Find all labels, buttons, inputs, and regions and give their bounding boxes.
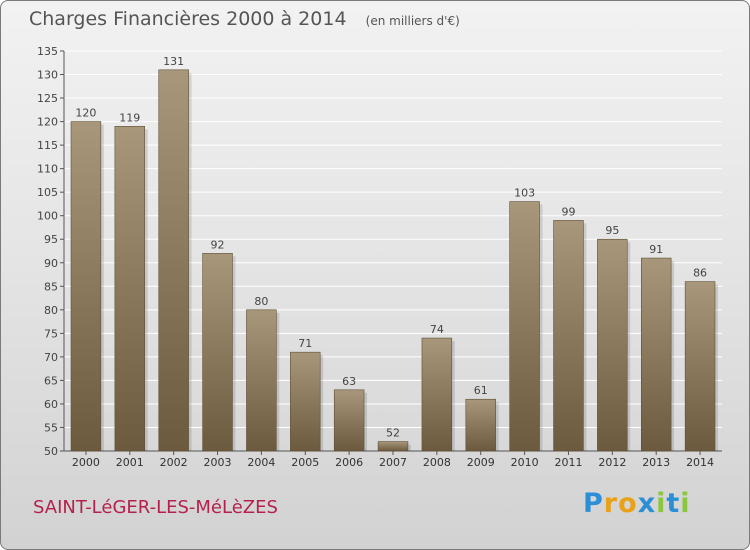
bar (684, 281, 716, 452)
y-tick-label: 120 (37, 116, 58, 129)
commune-name: SAINT-LéGER-LES-MéLèZES (33, 497, 278, 518)
y-tick-label: 105 (37, 186, 58, 199)
x-tick-label: 2012 (598, 456, 626, 469)
y-tick-label: 130 (37, 69, 58, 82)
bar (70, 121, 102, 452)
logo-letter: i (680, 488, 691, 519)
y-tick-label: 100 (37, 210, 58, 223)
x-tick-label: 2014 (686, 456, 714, 469)
data-label: 61 (474, 384, 488, 397)
data-label: 99 (561, 205, 575, 218)
bar (290, 351, 321, 452)
chart-title: Charges Financières 2000 à 2014 (29, 8, 347, 30)
x-tick-label: 2006 (335, 456, 363, 469)
x-tick-label: 2009 (467, 456, 495, 469)
bar (246, 309, 277, 452)
logo-letter: i (656, 488, 667, 519)
x-tick-label: 2010 (511, 456, 539, 469)
bar (421, 337, 453, 452)
x-tick-label: 2005 (291, 456, 319, 469)
data-label: 103 (514, 187, 535, 200)
data-label: 71 (298, 337, 312, 350)
data-label: 91 (649, 243, 663, 256)
logo-letter: P (583, 488, 604, 519)
y-tick-label: 75 (44, 327, 58, 340)
proxiti-logo[interactable]: Proxiti (583, 488, 691, 519)
bar (509, 201, 540, 452)
x-tick-label: 2000 (72, 456, 100, 469)
y-tick-label: 50 (44, 445, 58, 458)
bars (70, 69, 718, 452)
data-label: 52 (386, 427, 400, 440)
y-tick-label: 115 (37, 139, 58, 152)
data-label: 120 (75, 107, 96, 120)
logo-letter: x (637, 488, 657, 519)
chart-unit: (en milliers d'€) (365, 14, 460, 28)
labels: 50 55 60 65 70 75 80 85 90 95 100 105 110 115 120 125 13… (37, 45, 714, 469)
x-tick-label: 2003 (204, 456, 232, 469)
x-tick-label: 2001 (116, 456, 144, 469)
data-label: 86 (693, 267, 707, 280)
logo-letter: t (666, 488, 681, 519)
x-tick-label: 2007 (379, 456, 407, 469)
x-tick-label: 2002 (160, 456, 188, 469)
y-tick-label: 90 (44, 257, 58, 270)
y-tick-label: 65 (44, 374, 58, 387)
bar (597, 238, 628, 452)
data-label: 63 (342, 375, 356, 388)
bar (114, 125, 146, 452)
bar (465, 398, 496, 452)
y-tick-label: 80 (44, 304, 58, 317)
y-tick-label: 110 (37, 163, 58, 176)
y-tick-label: 70 (44, 351, 58, 364)
data-label: 95 (605, 224, 619, 237)
title-row: Charges Financières 2000 à 2014 (en mill… (29, 8, 460, 30)
bar (158, 69, 189, 452)
x-tick-label: 2008 (423, 456, 451, 469)
data-label: 74 (430, 323, 444, 336)
data-label: 119 (119, 111, 140, 124)
bar (553, 220, 584, 452)
data-label: 80 (254, 295, 268, 308)
data-label: 92 (211, 238, 225, 251)
y-tick-label: 55 (44, 421, 58, 434)
data-label: 131 (163, 55, 184, 68)
x-tick-label: 2011 (554, 456, 582, 469)
y-tick-label: 125 (37, 92, 58, 105)
y-tick-label: 95 (44, 233, 58, 246)
x-tick-label: 2004 (247, 456, 275, 469)
bar (202, 253, 233, 452)
logo-letter: r (603, 488, 619, 519)
logo-letter: o (618, 488, 638, 519)
x-tick-label: 2013 (642, 456, 670, 469)
y-tick-label: 60 (44, 398, 58, 411)
y-tick-label: 135 (37, 45, 58, 58)
bar (333, 389, 365, 452)
bar (377, 441, 409, 452)
bar (640, 257, 672, 452)
y-tick-label: 85 (44, 280, 58, 293)
